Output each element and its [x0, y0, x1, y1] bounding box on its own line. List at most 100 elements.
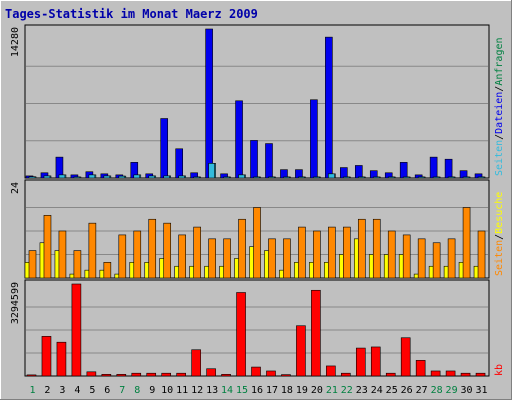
bar-besuche-day-18 — [283, 238, 291, 279]
legend-sep: / — [494, 86, 505, 92]
bar-dateien-day-16 — [250, 140, 258, 179]
bar-kb-day-16 — [251, 366, 261, 377]
bar-dateien-day-11 — [175, 148, 183, 179]
bar-anfragen-front-day-6 — [103, 175, 111, 179]
bar-anfragen-front-day-20 — [313, 176, 320, 179]
bar-besuche-day-30 — [462, 207, 471, 279]
x-tick-day-18: 18 — [281, 385, 293, 396]
bar-kb-day-3 — [56, 341, 67, 377]
bar-dateien-day-22 — [340, 167, 348, 179]
x-tick-day-17: 17 — [266, 385, 278, 396]
bar-anfragen-front-day-28 — [432, 176, 440, 179]
bar-kb-day-7 — [116, 374, 127, 377]
bar-besuche-day-13 — [208, 238, 216, 279]
bar-kb-day-6 — [101, 374, 112, 377]
x-tick-day-10: 10 — [161, 385, 173, 396]
x-tick-day-31: 31 — [475, 385, 487, 396]
x-tick-day-12: 12 — [191, 385, 203, 396]
bar-besuche-day-22 — [343, 226, 351, 279]
bar-kb-day-5 — [86, 371, 97, 377]
bar-anfragen-front-day-31 — [477, 176, 485, 179]
bar-kb-day-14 — [221, 374, 231, 377]
bar-anfragen-front-day-13 — [208, 163, 215, 179]
x-tick-day-29: 29 — [446, 385, 458, 396]
bar-anfragen-front-day-1 — [28, 176, 36, 179]
bar-anfragen-front-day-30 — [462, 176, 470, 179]
bar-besuche-day-2 — [43, 215, 52, 279]
bar-besuche-day-11 — [178, 234, 186, 279]
bar-kb-day-25 — [385, 372, 396, 377]
legend-seiten: Seiten — [494, 240, 505, 276]
x-tick-day-9: 9 — [149, 385, 155, 396]
x-tick-day-19: 19 — [296, 385, 308, 396]
bar-kb-day-30 — [460, 372, 471, 377]
legend-kb: kb — [494, 364, 505, 376]
bar-besuche-day-9 — [148, 218, 157, 279]
x-tick-day-24: 24 — [371, 385, 383, 396]
bar-kb-day-28 — [430, 370, 441, 377]
bar-kb-day-22 — [341, 372, 351, 377]
bar-besuche-day-1 — [28, 250, 37, 279]
bar-besuche-day-28 — [432, 242, 441, 279]
bar-besuche-day-29 — [447, 238, 456, 279]
bar-besuche-day-14 — [223, 238, 231, 279]
bar-besuche-day-6 — [103, 262, 112, 279]
legend-sep: / — [494, 234, 505, 240]
x-tick-day-1: 1 — [29, 385, 35, 396]
bar-besuche-day-7 — [118, 234, 127, 279]
x-tick-day-28: 28 — [431, 385, 443, 396]
bar-besuche-day-5 — [88, 222, 97, 279]
bar-besuche-day-31 — [477, 230, 486, 279]
bar-besuche-day-19 — [298, 226, 306, 279]
bar-anfragen-front-day-22 — [343, 176, 350, 179]
bar-anfragen-front-day-16 — [253, 176, 260, 179]
legend: Seiten/Dateien/Anfragen — [494, 37, 505, 176]
legend-dateien: Dateien — [494, 92, 505, 134]
x-tick-day-22: 22 — [341, 385, 353, 396]
bar-anfragen-front-day-17 — [268, 176, 275, 179]
x-tick-day-15: 15 — [236, 385, 248, 396]
bar-anfragen-front-day-10 — [163, 175, 171, 179]
bar-besuche-day-17 — [268, 238, 276, 279]
bar-anfragen-front-day-7 — [118, 175, 126, 179]
x-tick-day-2: 2 — [44, 385, 50, 396]
bar-kb-day-9 — [146, 372, 157, 377]
bar-dateien-day-28 — [429, 156, 438, 179]
bar-besuche-day-3 — [58, 230, 67, 279]
y-max-label: 14280 — [10, 27, 21, 57]
legend: Seiten/Besuche — [494, 192, 505, 276]
bar-besuche-day-4 — [73, 250, 82, 279]
bar-kb-day-21 — [326, 365, 336, 377]
bar-besuche-day-8 — [133, 230, 142, 279]
bar-besuche-day-15 — [238, 218, 246, 279]
bar-anfragen-front-day-2 — [43, 175, 51, 179]
bar-anfragen-front-day-8 — [133, 174, 141, 179]
bar-besuche-day-27 — [417, 238, 426, 279]
bar-dateien-day-17 — [265, 143, 273, 179]
bar-kb-day-11 — [176, 372, 186, 377]
x-tick-day-25: 25 — [386, 385, 398, 396]
bar-anfragen-front-day-23 — [357, 176, 365, 179]
x-tick-day-3: 3 — [59, 385, 65, 396]
bar-anfragen-front-day-9 — [148, 175, 156, 179]
x-tick-day-14: 14 — [221, 385, 233, 396]
bar-kb-day-31 — [475, 372, 486, 377]
legend-seiten: Seiten — [494, 140, 505, 176]
legend-sep: / — [494, 134, 505, 140]
bar-dateien-day-20 — [310, 99, 318, 179]
x-tick-day-7: 7 — [119, 385, 125, 396]
x-tick-day-11: 11 — [176, 385, 188, 396]
bar-kb-day-23 — [355, 347, 366, 377]
bar-besuche-day-10 — [163, 222, 172, 279]
x-tick-day-5: 5 — [89, 385, 95, 396]
y-max-label: 24 — [10, 182, 21, 194]
bar-kb-day-29 — [445, 370, 456, 377]
bar-kb-day-26 — [400, 337, 411, 377]
legend-anfragen: Anfragen — [494, 37, 505, 85]
bar-besuche-day-23 — [357, 218, 366, 279]
bar-dateien-day-26 — [399, 162, 408, 179]
bar-kb-day-24 — [370, 346, 381, 377]
x-tick-day-16: 16 — [251, 385, 263, 396]
x-tick-day-6: 6 — [104, 385, 110, 396]
x-tick-day-21: 21 — [326, 385, 338, 396]
